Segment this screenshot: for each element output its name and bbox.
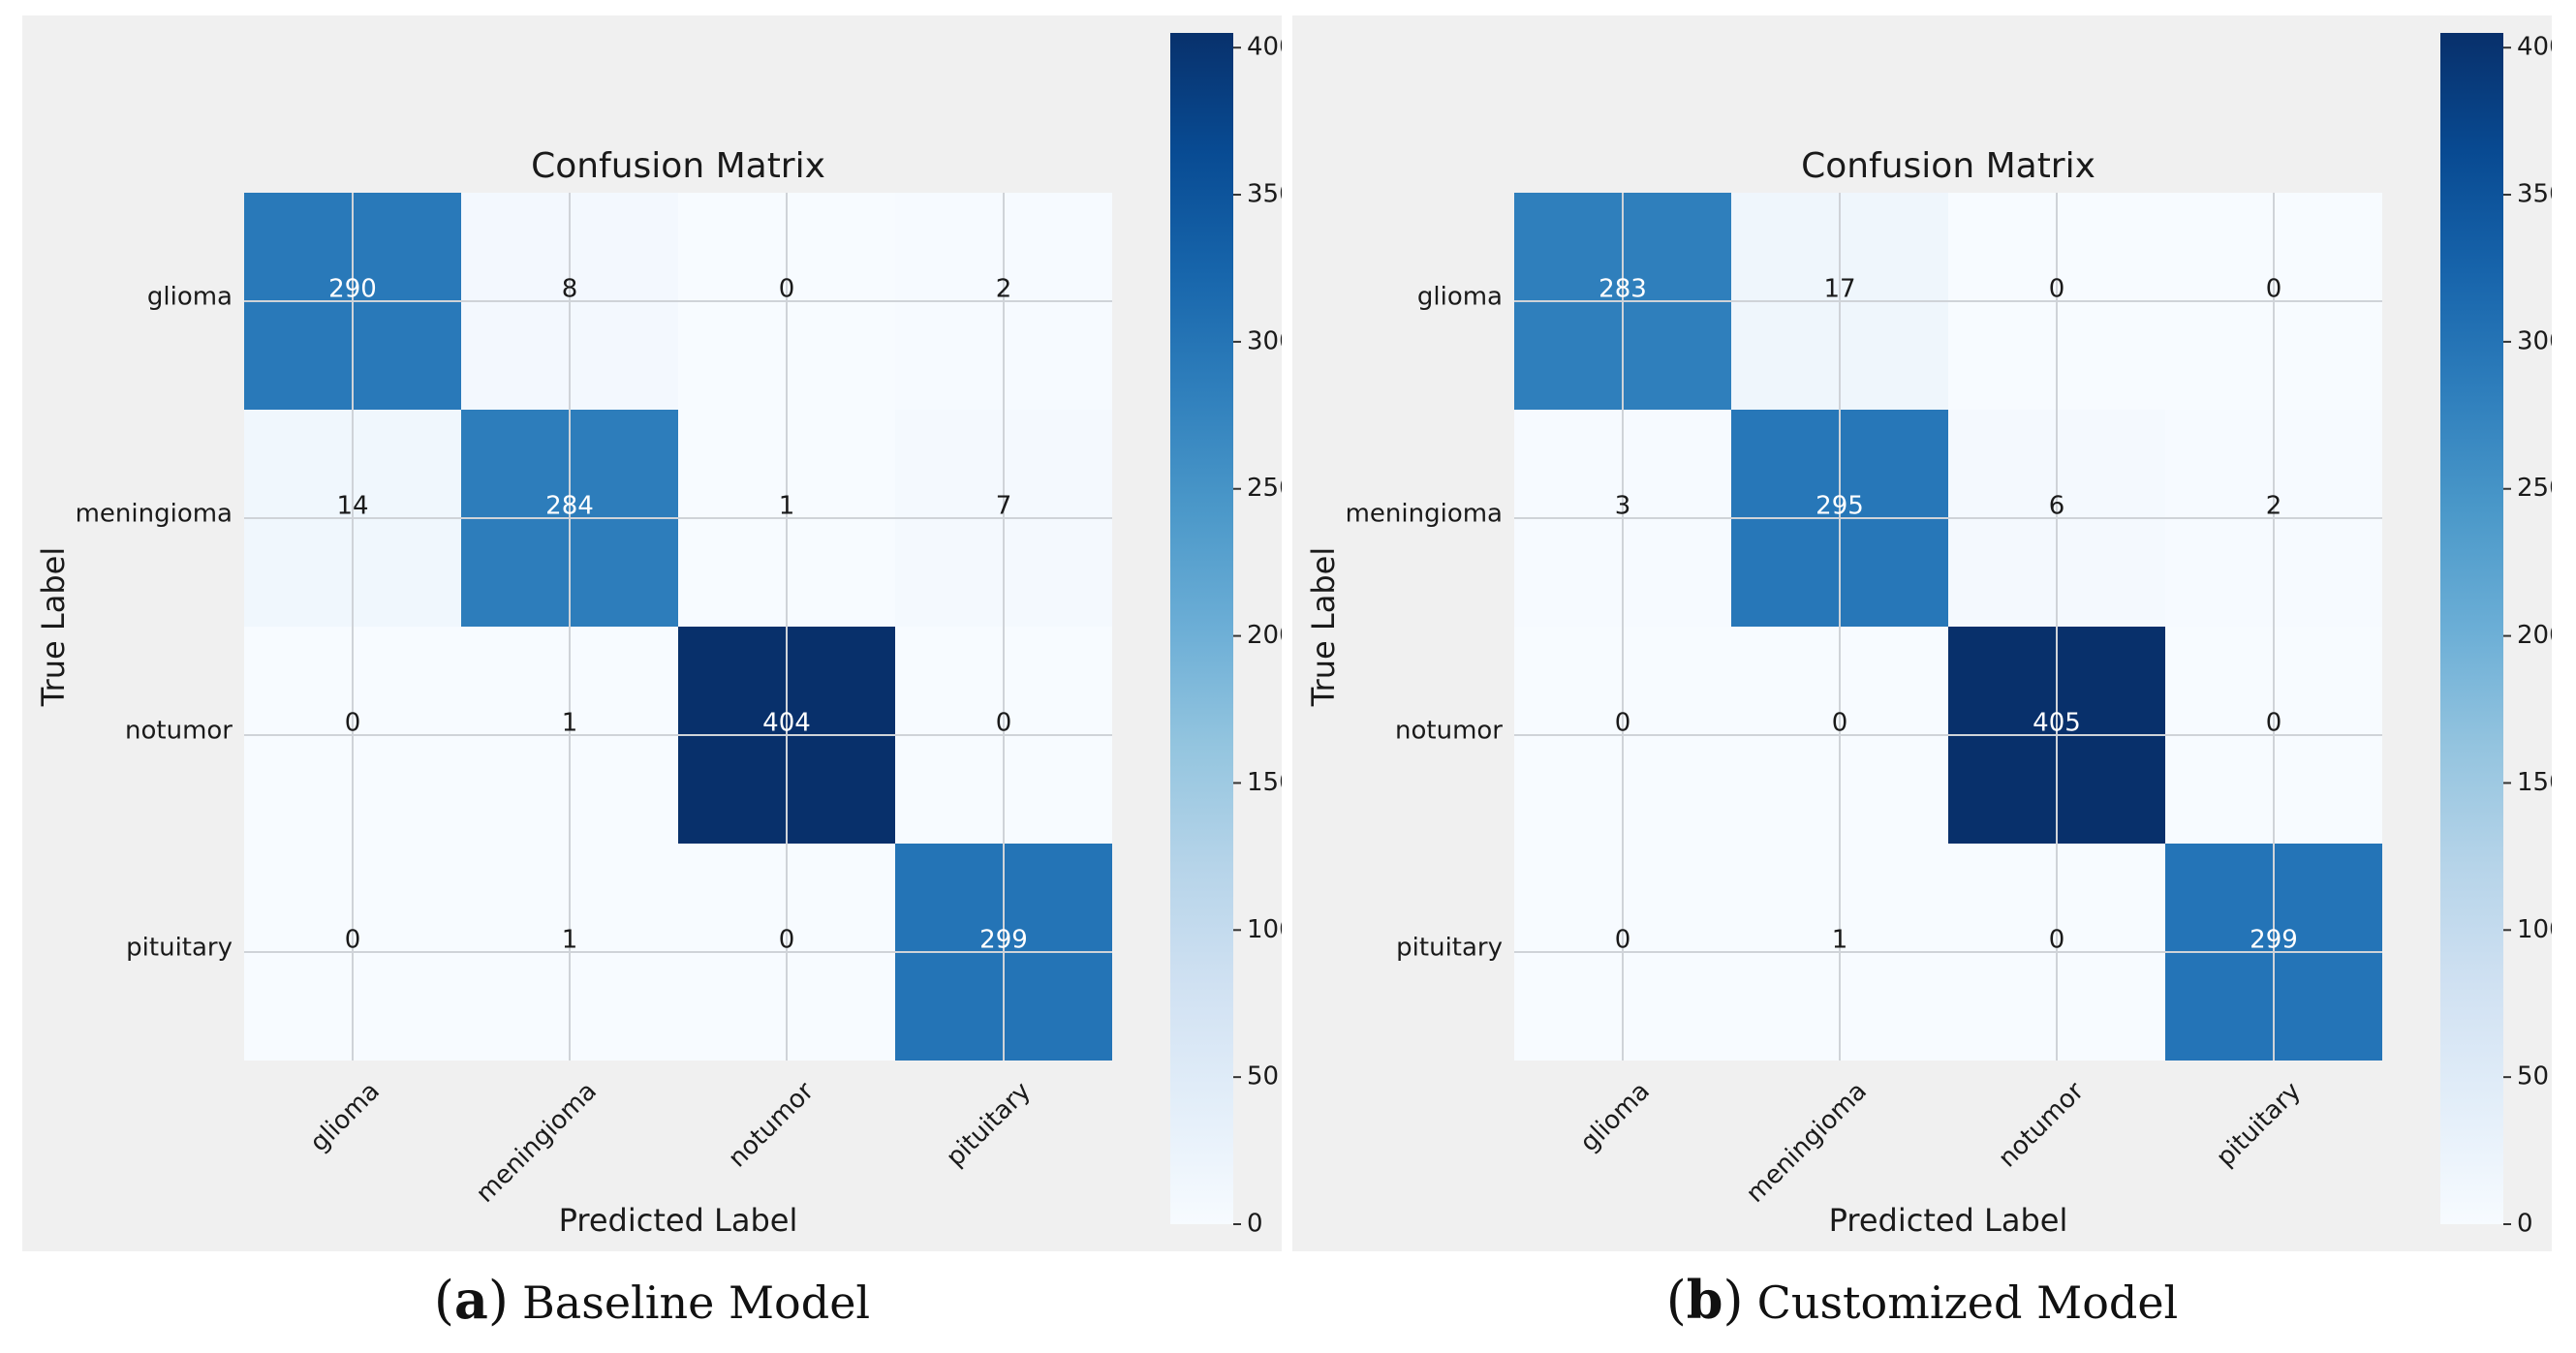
- panel-baseline: 290 8 0 2 14 284 1 7 0 1 404 0 0 1 0 299 Confusion Matri…: [22, 15, 1282, 1251]
- y-axis-label: True Label: [1305, 547, 1342, 707]
- caption-tag: b: [1686, 1269, 1723, 1331]
- colorbar-tick-label: 200: [2517, 621, 2552, 650]
- y-tick-label: meningioma: [1346, 500, 1503, 529]
- cell-value-label: 8: [562, 275, 578, 304]
- colorbar-tick-label: 250: [1247, 474, 1282, 503]
- x-tick-label: glioma: [1574, 1077, 1656, 1158]
- colorbar-tick-label: 250: [2517, 474, 2552, 503]
- panel-customized: 283 17 0 0 3 295 6 2 0 0 405 0 0 1 0 299 Confusion Matri…: [1292, 15, 2552, 1251]
- cell-value-label: 405: [2033, 709, 2081, 738]
- cell-value-label: 2: [2266, 492, 2282, 521]
- colorbar-tick-label: 400: [2517, 33, 2552, 62]
- cell-value-label: 0: [996, 709, 1012, 738]
- colorbar-tick-label: 150: [2517, 768, 2552, 797]
- chart-title: Confusion Matrix: [1801, 146, 2095, 186]
- cell-value-label: 283: [1598, 275, 1647, 304]
- cell-value-label: 7: [996, 492, 1012, 521]
- colorbar-tick-label: 150: [1247, 768, 1282, 797]
- colorbar-tick-label: 350: [2517, 180, 2552, 209]
- colorbar-tick-label: 0: [2517, 1210, 2533, 1239]
- cell-value-label: 0: [345, 926, 361, 955]
- x-tick-label: meningioma: [471, 1077, 603, 1209]
- y-tick-label: notumor: [1395, 717, 1503, 746]
- colorbar-tick-label: 300: [1247, 326, 1282, 355]
- x-tick-label: meningioma: [1741, 1077, 1873, 1209]
- chart-title: Confusion Matrix: [531, 146, 825, 186]
- cell-value-label: 284: [545, 492, 594, 521]
- confusion-matrix-baseline-chart: 290 8 0 2 14 284 1 7 0 1 404 0 0 1 0 299 Confusion Matri…: [35, 33, 1282, 1239]
- cell-value-label: 0: [1615, 709, 1631, 738]
- cell-value-label: 0: [345, 709, 361, 738]
- cell-value-label: 0: [779, 275, 795, 304]
- colorbar-tick-label: 350: [1247, 180, 1282, 209]
- colorbar-tick-label: 400: [1247, 33, 1282, 62]
- caption-text: Customized Model: [1756, 1276, 2179, 1329]
- y-tick-label: pituitary: [1396, 934, 1503, 963]
- cell-value-label: 1: [779, 492, 795, 521]
- caption-baseline: (a) Baseline Model: [433, 1269, 871, 1331]
- cell-value-label: 1: [562, 709, 578, 738]
- colorbar: [2440, 33, 2503, 1224]
- x-tick-label: pituitary: [941, 1077, 1037, 1173]
- cell-value-label: 2: [996, 275, 1012, 304]
- x-axis-label: Predicted Label: [1829, 1202, 2068, 1239]
- colorbar-tick-label: 50: [1247, 1062, 1279, 1092]
- x-axis-label: Predicted Label: [559, 1202, 798, 1239]
- y-tick-label: meningioma: [76, 500, 233, 529]
- caption-text: Baseline Model: [522, 1276, 871, 1329]
- cell-value-label: 0: [1615, 926, 1631, 955]
- x-tick-label: notumor: [1993, 1077, 2090, 1174]
- cell-value-label: 290: [328, 275, 377, 304]
- x-tick-label: notumor: [723, 1077, 820, 1174]
- caption-tag: a: [453, 1269, 488, 1331]
- y-axis-label: True Label: [35, 547, 72, 707]
- colorbar: [1170, 33, 1233, 1224]
- colorbar-tick-label: 0: [1247, 1210, 1263, 1239]
- y-tick-label: notumor: [125, 717, 233, 746]
- cell-value-label: 0: [2049, 275, 2065, 304]
- cell-value-label: 0: [1832, 709, 1848, 738]
- y-tick-label: glioma: [147, 283, 233, 312]
- cell-value-label: 6: [2049, 492, 2065, 521]
- colorbar-tick-label: 300: [2517, 326, 2552, 355]
- cell-value-label: 1: [562, 926, 578, 955]
- colorbar-tick-label: 50: [2517, 1062, 2549, 1092]
- cell-value-label: 1: [1832, 926, 1848, 955]
- x-tick-label: pituitary: [2211, 1077, 2307, 1173]
- cell-value-label: 17: [1823, 275, 1855, 304]
- cell-value-label: 0: [2049, 926, 2065, 955]
- cell-value-label: 0: [779, 926, 795, 955]
- cell-value-label: 295: [1816, 492, 1864, 521]
- colorbar-tick-label: 200: [1247, 621, 1282, 650]
- cell-value-label: 299: [979, 926, 1028, 955]
- cell-value-label: 0: [2266, 709, 2282, 738]
- cell-value-label: 299: [2250, 926, 2298, 955]
- y-tick-label: glioma: [1417, 283, 1503, 312]
- x-tick-label: glioma: [304, 1077, 386, 1158]
- y-tick-label: pituitary: [126, 934, 233, 963]
- cell-value-label: 0: [2266, 275, 2282, 304]
- caption-customized: (b) Customized Model: [1665, 1269, 2179, 1331]
- cell-value-label: 3: [1615, 492, 1631, 521]
- cell-value-label: 404: [762, 709, 811, 738]
- colorbar-tick-label: 100: [1247, 915, 1282, 944]
- cell-value-label: 14: [336, 492, 368, 521]
- colorbar-tick-label: 100: [2517, 915, 2552, 944]
